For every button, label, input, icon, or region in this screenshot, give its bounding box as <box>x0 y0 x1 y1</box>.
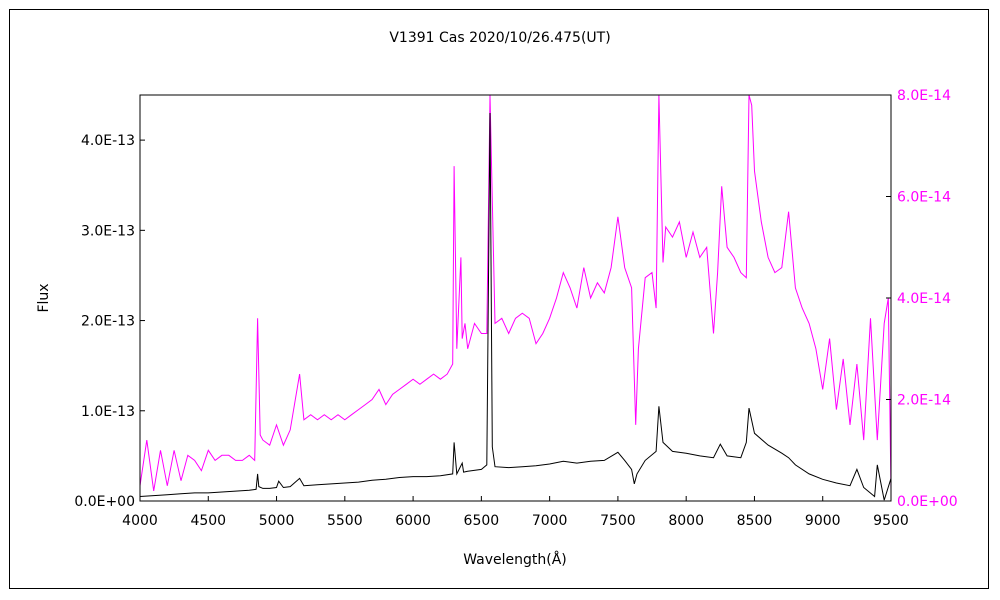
y2-tick-label: 4.0E-14 <box>897 291 951 307</box>
y-tick-label: 1.0E-13 <box>81 404 135 420</box>
x-tick-label: 8500 <box>737 513 773 529</box>
y-tick-label: 4.0E-13 <box>81 133 135 149</box>
y2-tick-label: 2.0E-14 <box>897 393 951 409</box>
y-axis-left: 0.0E+00 1.0E-13 2.0E-13 3.0E-13 4.0E-13 <box>74 133 145 510</box>
y-tick-label: 2.0E-13 <box>81 314 135 330</box>
y2-tick-label: 8.0E-14 <box>897 88 951 104</box>
x-tick-label: 4000 <box>122 513 158 529</box>
series-layer <box>139 94 892 501</box>
series-line-left-axis <box>139 112 892 501</box>
x-tick-label: 9000 <box>805 513 841 529</box>
x-tick-label: 4500 <box>190 513 226 529</box>
y2-tick-label: 0.0E+00 <box>897 494 958 510</box>
x-tick-label: 7000 <box>532 513 568 529</box>
chart-frame: V1391 Cas 2020/10/26.475(UT) 4000 4500 500… <box>9 9 989 589</box>
x-tick-label: 5000 <box>259 513 295 529</box>
x-tick-label: 7500 <box>600 513 636 529</box>
x-tick-label: 6500 <box>464 513 500 529</box>
series-line-right-axis <box>139 94 892 491</box>
y-tick-label: 0.0E+00 <box>74 494 135 510</box>
x-tick-label: 6000 <box>395 513 431 529</box>
x-axis: 4000 4500 5000 5500 6000 6500 7000 7500 8000 8500… <box>122 496 909 529</box>
y-tick-label: 3.0E-13 <box>81 223 135 239</box>
x-tick-label: 9500 <box>873 513 909 529</box>
x-tick-label: 5500 <box>327 513 363 529</box>
y-axis-right: 0.0E+00 2.0E-14 4.0E-14 6.0E-14 8.0E-14 <box>886 88 958 510</box>
plot-area-border <box>139 94 892 502</box>
y-axis-label: Flux <box>36 283 52 312</box>
x-tick-label: 8000 <box>668 513 704 529</box>
chart-title: V1391 Cas 2020/10/26.475(UT) <box>389 30 610 46</box>
y2-tick-label: 6.0E-14 <box>897 190 951 206</box>
x-axis-label: Wavelength(Å) <box>463 551 567 568</box>
spectrum-chart: V1391 Cas 2020/10/26.475(UT) 4000 4500 500… <box>36 30 958 568</box>
